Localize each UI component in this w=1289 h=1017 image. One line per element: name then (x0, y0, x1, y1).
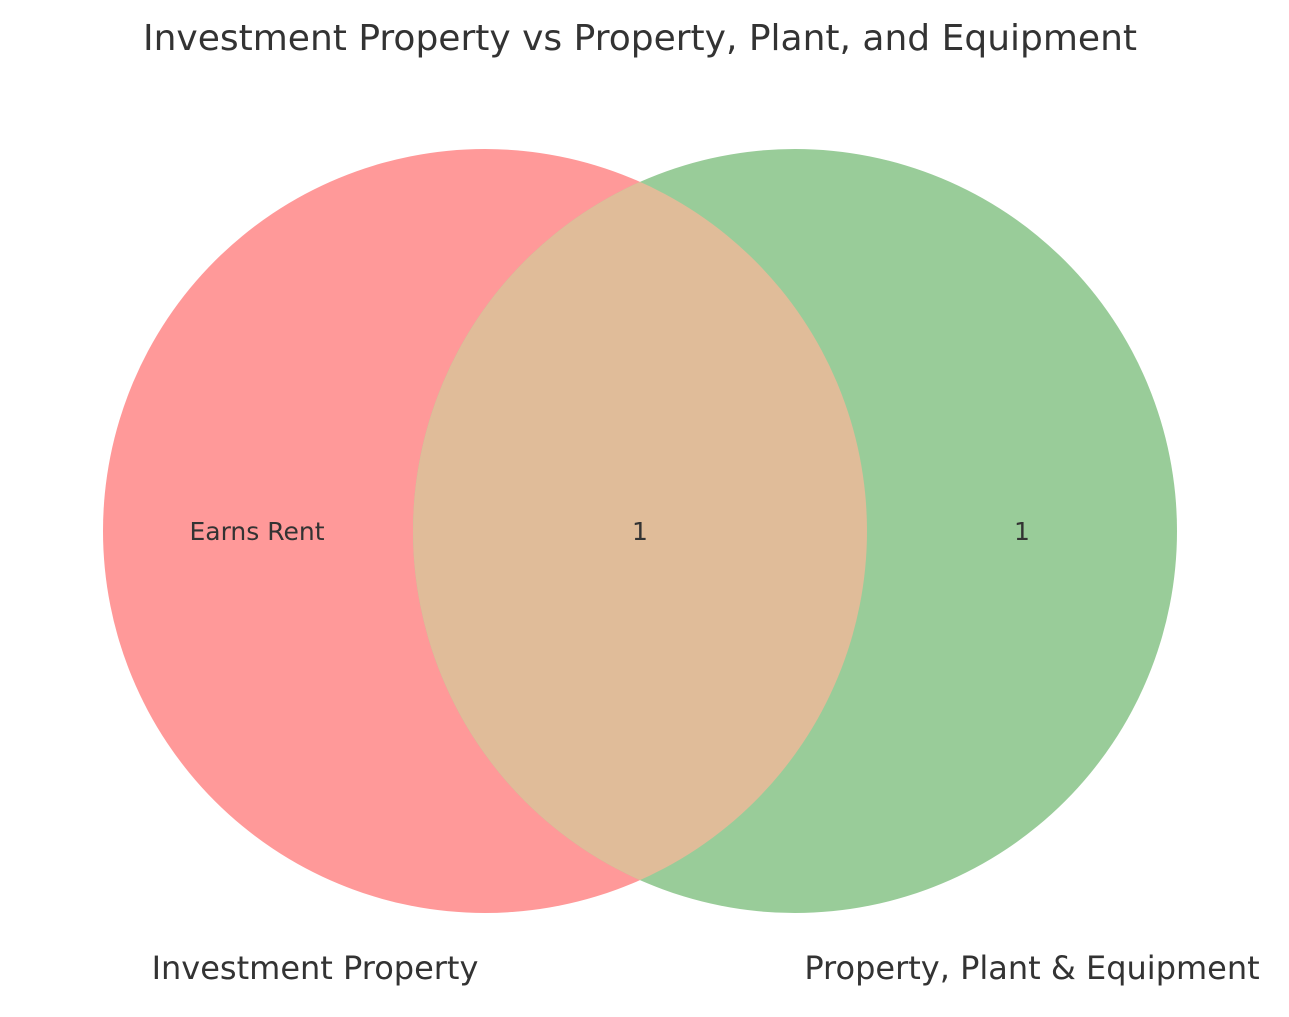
diagram-title: Investment Property vs Property, Plant, … (143, 18, 1137, 59)
region-label-intersection: 1 (632, 517, 648, 546)
region-label-ppe-only: 1 (1014, 517, 1030, 546)
region-label-investment-only: Earns Rent (189, 517, 324, 546)
set-intersection (413, 149, 867, 913)
set-label-property-plant-equipment: Property, Plant & Equipment (804, 949, 1259, 987)
set-label-investment-property: Investment Property (152, 949, 479, 987)
